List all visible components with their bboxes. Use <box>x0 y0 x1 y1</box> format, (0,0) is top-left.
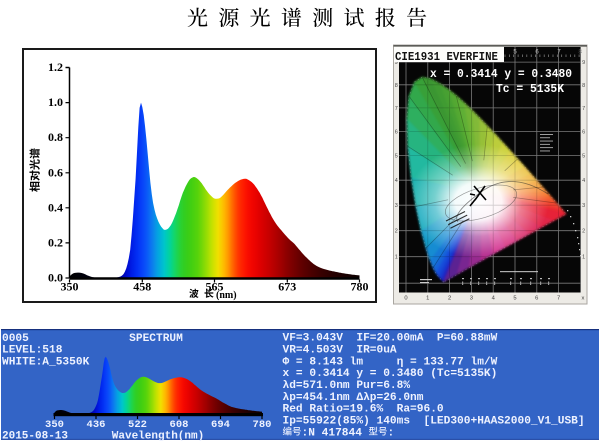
svg-text:CIE1931 EVERFINE: CIE1931 EVERFINE <box>395 51 498 64</box>
svg-text:5: 5 <box>513 296 516 302</box>
svg-text:8: 8 <box>582 83 585 89</box>
svg-text:6: 6 <box>535 296 538 302</box>
svg-text:350: 350 <box>45 419 64 431</box>
svg-text:SPECTRUM: SPECTRUM <box>129 333 183 345</box>
svg-text:4: 4 <box>582 178 585 184</box>
svg-text:x: x <box>582 296 585 302</box>
svg-text:3: 3 <box>470 296 473 302</box>
svg-text:LEVEL:518: LEVEL:518 <box>2 344 63 356</box>
svg-text:4: 4 <box>492 296 496 302</box>
svg-text:(nm): (nm) <box>216 290 237 301</box>
svg-text:673: 673 <box>278 280 296 294</box>
svg-text:3: 3 <box>395 203 398 209</box>
svg-text:1: 1 <box>426 296 429 302</box>
svg-text:Φ = 8.143 lm η = 133.77 lm: Φ = 8.143 lm η = 133.77 lm/W <box>283 356 498 368</box>
svg-text:780: 780 <box>351 280 369 294</box>
svg-text:0.8: 0.8 <box>48 130 63 144</box>
svg-text:6: 6 <box>535 50 539 56</box>
svg-text:2015-08-13: 2015-08-13 <box>2 431 68 443</box>
svg-text:x = 0.3414 y = 0.3480 (Tc=5135: x = 0.3414 y = 0.3480 (Tc=5135K) <box>283 368 498 380</box>
svg-text:1: 1 <box>582 255 585 261</box>
svg-text:694: 694 <box>211 419 230 431</box>
svg-text:λd=571.0nm Pur=6.8%: λd=571.0nm Pur=6.8% <box>283 380 411 392</box>
svg-text:0: 0 <box>404 296 407 302</box>
svg-text:0005: 0005 <box>2 333 29 345</box>
svg-text:7: 7 <box>395 106 398 112</box>
svg-text:9: 9 <box>395 60 398 66</box>
svg-text:7: 7 <box>557 50 561 56</box>
svg-text:Wavelength(nm): Wavelength(nm) <box>112 431 204 443</box>
svg-text:1.0: 1.0 <box>48 95 63 109</box>
svg-text:7: 7 <box>582 106 585 112</box>
svg-text:565: 565 <box>206 280 224 294</box>
svg-text:2: 2 <box>448 296 451 302</box>
svg-text::N 417844: :N 417844 <box>302 427 363 439</box>
svg-text:350: 350 <box>61 280 79 294</box>
svg-text:5: 5 <box>582 154 585 160</box>
svg-text:522: 522 <box>128 419 147 431</box>
svg-text:3: 3 <box>582 203 585 209</box>
svg-text:0.6: 0.6 <box>48 165 63 179</box>
svg-text:Red Ratio=19.6% Ra=96.0: Red Ratio=19.6% Ra=96.0 <box>283 404 444 416</box>
svg-text:5: 5 <box>395 154 398 160</box>
svg-text:Ip=55922(85%) 140ms [LED300+H: Ip=55922(85%) 140ms [LED300+HAAS2000_V1_… <box>283 416 585 428</box>
svg-text:436: 436 <box>87 419 106 431</box>
svg-text:6: 6 <box>395 130 398 136</box>
svg-text:λp=454.1nm Δλp=26.0nm: λp=454.1nm Δλp=26.0nm <box>283 392 424 404</box>
svg-text:9: 9 <box>582 60 585 66</box>
svg-text:x = 0.3414 y = 0.3480: x = 0.3414 y = 0.3480 <box>430 68 572 81</box>
svg-text:2: 2 <box>582 229 585 235</box>
svg-text:0.2: 0.2 <box>48 235 63 249</box>
svg-text:6: 6 <box>582 130 585 136</box>
svg-text:7: 7 <box>557 296 560 302</box>
svg-text:0.0: 0.0 <box>48 271 63 285</box>
svg-text:VR=4.503V IR=0uA: VR=4.503V IR=0uA <box>283 344 397 356</box>
svg-text:4: 4 <box>395 178 398 184</box>
svg-text:458: 458 <box>133 280 151 294</box>
svg-text:WHITE:A_5350K: WHITE:A_5350K <box>2 356 90 368</box>
svg-text:780: 780 <box>253 419 272 431</box>
svg-text:1: 1 <box>395 255 398 261</box>
svg-text:2: 2 <box>395 229 398 235</box>
svg-text:8: 8 <box>395 83 398 89</box>
svg-text::: : <box>388 427 395 439</box>
svg-text:0.4: 0.4 <box>48 200 63 214</box>
svg-text:608: 608 <box>170 419 189 431</box>
svg-text:1.2: 1.2 <box>48 60 63 74</box>
svg-text:Tc = 5135K: Tc = 5135K <box>496 83 564 96</box>
svg-text:VF=3.043V IF=20.00mA P=60.88: VF=3.043V IF=20.00mA P=60.88mW <box>283 333 498 345</box>
